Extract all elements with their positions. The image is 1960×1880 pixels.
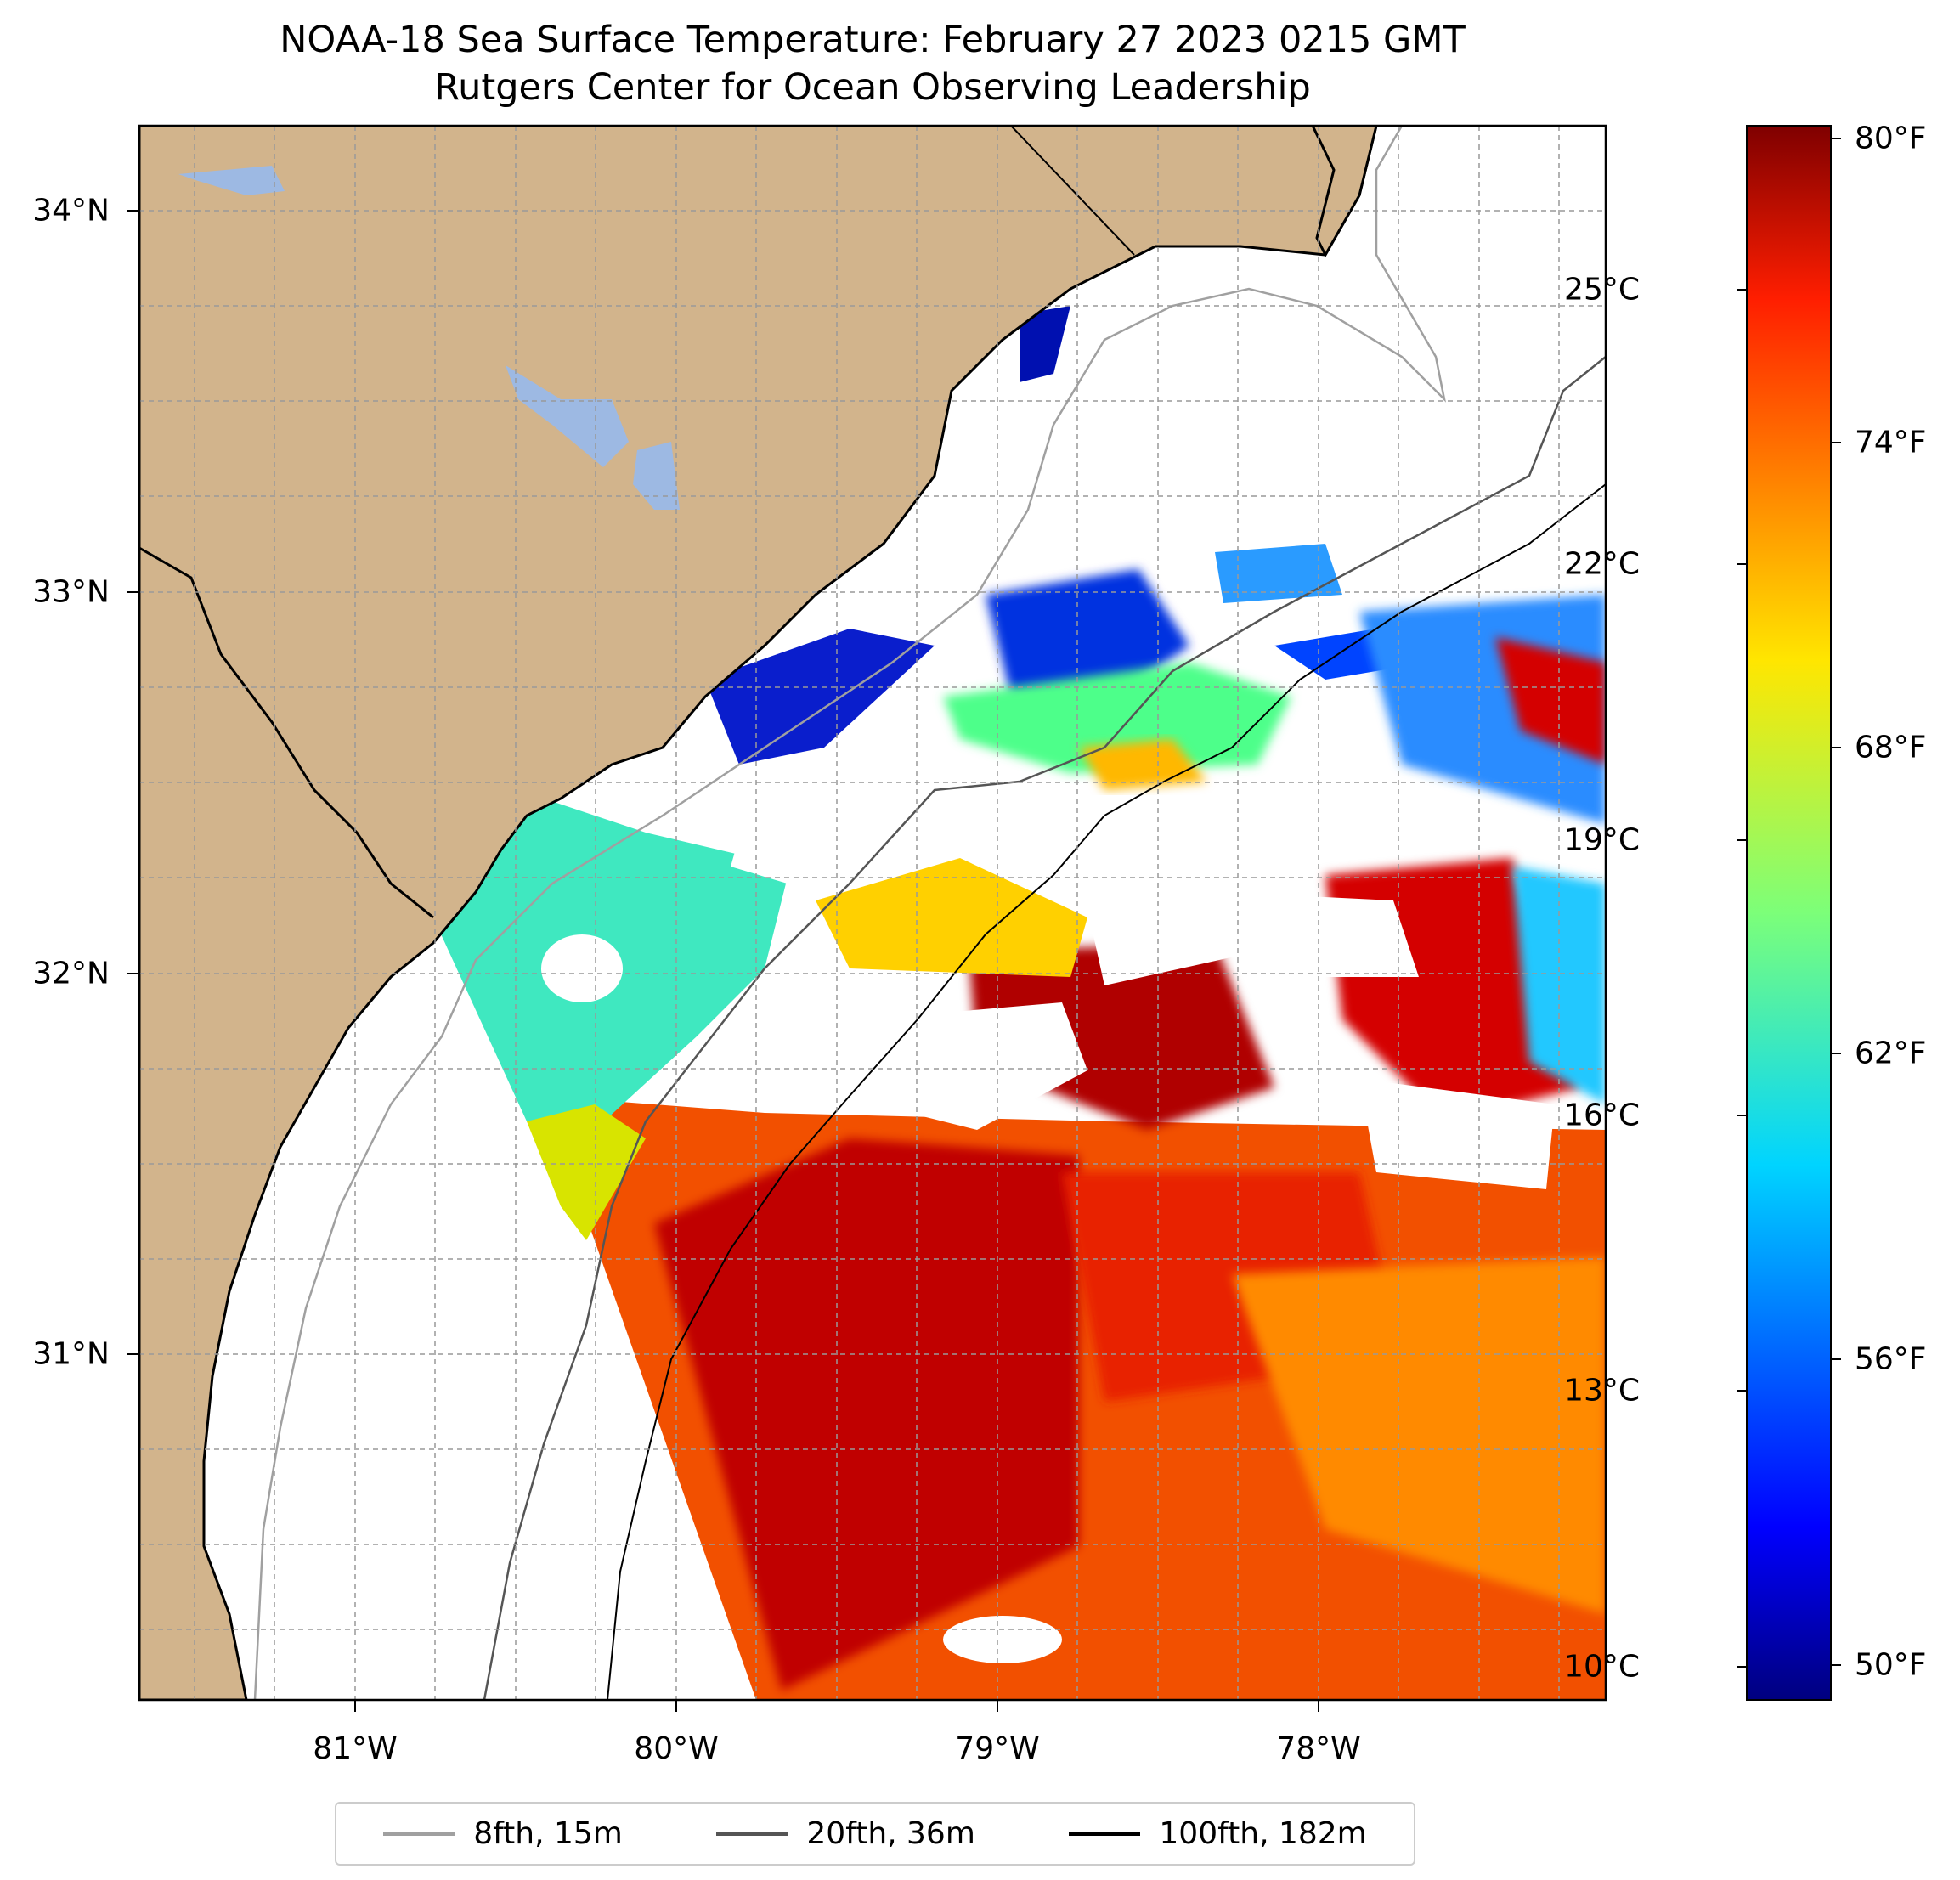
legend-label-20fth: 20fth, 36m xyxy=(806,1816,975,1851)
map-frame xyxy=(138,124,1607,1702)
colorbar-label-62f: 62°F xyxy=(1855,1036,1927,1071)
map-title: NOAA-18 Sea Surface Temperature: Februar… xyxy=(280,19,1466,61)
isobath-legend: 8fth, 15m 20fth, 36m 100fth, 182m xyxy=(335,1802,1415,1866)
lat-label-31n: 31°N xyxy=(32,1336,110,1372)
lake-moultrie xyxy=(178,166,285,195)
legend-entry-100fth: 100fth, 182m xyxy=(1069,1816,1367,1851)
colorbar-label-50f: 50°F xyxy=(1855,1647,1927,1683)
lon-label-79w: 79°W xyxy=(955,1731,1040,1766)
colorbar-label-25c: 25°C xyxy=(1564,272,1640,308)
colorbar-label-56f: 56°F xyxy=(1855,1341,1927,1377)
legend-label-100fth: 100fth, 182m xyxy=(1159,1816,1367,1851)
colorbar-ticks xyxy=(1737,138,1841,1668)
colorbar-label-10c: 10°C xyxy=(1564,1649,1640,1685)
lat-label-34n: 34°N xyxy=(32,193,110,229)
isobath-8fth xyxy=(253,126,1447,1700)
lat-label-32n: 32°N xyxy=(32,956,110,991)
legend-label-8fth: 8fth, 15m xyxy=(473,1816,623,1851)
colorbar-label-80f: 80°F xyxy=(1855,121,1927,156)
colorbar-label-19c: 19°C xyxy=(1564,822,1640,858)
colorbar xyxy=(1746,125,1832,1701)
legend-swatch-8fth xyxy=(383,1832,455,1836)
lon-label-80w: 80°W xyxy=(634,1731,719,1766)
isobath-20fth xyxy=(483,356,1606,1700)
sst-data-swath xyxy=(433,306,1606,1700)
colorbar-label-22c: 22°C xyxy=(1564,546,1640,582)
legend-entry-8fth: 8fth, 15m xyxy=(383,1816,623,1851)
colorbar-label-68f: 68°F xyxy=(1855,730,1927,765)
isobath-100fth xyxy=(607,483,1606,1700)
legend-swatch-100fth xyxy=(1069,1832,1141,1836)
lon-label-78w: 78°W xyxy=(1276,1731,1361,1766)
map-subtitle: Rutgers Center for Ocean Observing Leade… xyxy=(434,66,1311,109)
map-area[interactable] xyxy=(139,126,1606,1700)
legend-entry-20fth: 20fth, 36m xyxy=(716,1816,975,1851)
lake-marion xyxy=(506,365,629,467)
colorbar-label-16c: 16°C xyxy=(1564,1098,1640,1133)
lake-santee xyxy=(633,442,680,510)
state-border xyxy=(139,546,434,919)
legend-swatch-20fth xyxy=(716,1832,788,1836)
colorbar-label-13c: 13°C xyxy=(1564,1373,1640,1409)
lon-label-81w: 81°W xyxy=(313,1731,398,1766)
graticule xyxy=(139,126,1606,1700)
colorbar-label-74f: 74°F xyxy=(1855,425,1927,460)
axis-ticks xyxy=(127,210,1319,1712)
land-mass xyxy=(139,126,1378,1700)
lat-label-33n: 33°N xyxy=(32,574,110,610)
